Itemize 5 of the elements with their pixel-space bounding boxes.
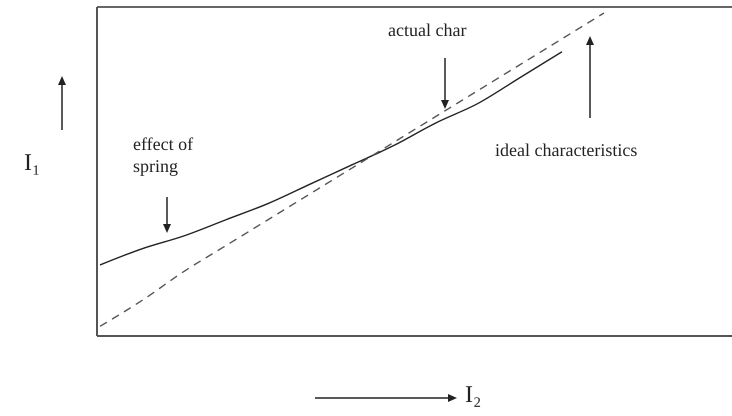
y-axis-title: I₁ — [24, 150, 40, 176]
annotation: ideal characteristics — [495, 140, 638, 160]
x-axis-title: I₂ — [465, 382, 482, 408]
annotation: actual char — [388, 20, 466, 40]
annotation: effect of spring — [133, 134, 194, 176]
